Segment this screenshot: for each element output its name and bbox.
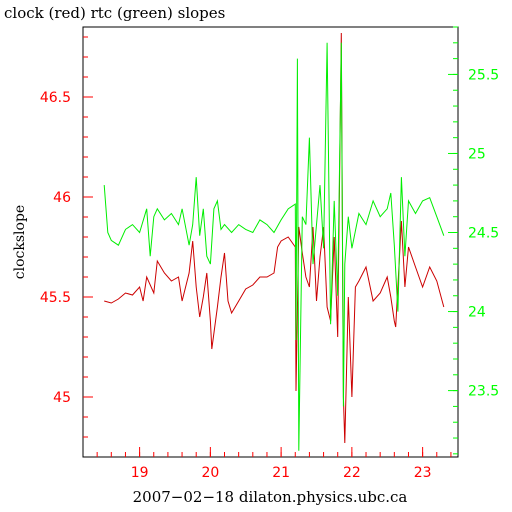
bottom-tick-label: 21 (272, 465, 290, 481)
left-tick-label: 46 (53, 190, 71, 206)
right-tick-label: 24.5 (468, 226, 499, 242)
left-tick-label: 45.5 (40, 290, 71, 306)
left-tick-label: 46.5 (40, 90, 71, 106)
series-line-clock (104, 32, 445, 444)
bottom-axis: 19 20 21 22 23 (96, 447, 452, 481)
right-tick-label: 23.5 (468, 384, 499, 400)
series-line-rtc (103, 42, 445, 451)
bottom-tick-label: 23 (414, 465, 432, 481)
plot-frame (82, 26, 459, 458)
chart-title: clock (red) rtc (green) slopes (4, 4, 225, 22)
right-tick-label: 24 (468, 305, 486, 321)
bottom-tick-label: 19 (131, 465, 149, 481)
bottom-tick-label: 20 (201, 465, 219, 481)
series-layer (103, 32, 445, 451)
left-axis: 45 45.5 46 46.5 (40, 36, 93, 438)
right-axis: 23.5 24 24.5 25 25.5 (448, 26, 499, 455)
bottom-tick-label: 22 (343, 465, 361, 481)
left-tick-label: 45 (53, 390, 71, 406)
x-axis-label: 2007−02−18 dilaton.physics.ubc.ca (133, 488, 408, 506)
right-tick-label: 25.5 (468, 67, 499, 83)
right-tick-label: 25 (468, 146, 486, 162)
y-axis-label: clockslope (12, 205, 28, 279)
